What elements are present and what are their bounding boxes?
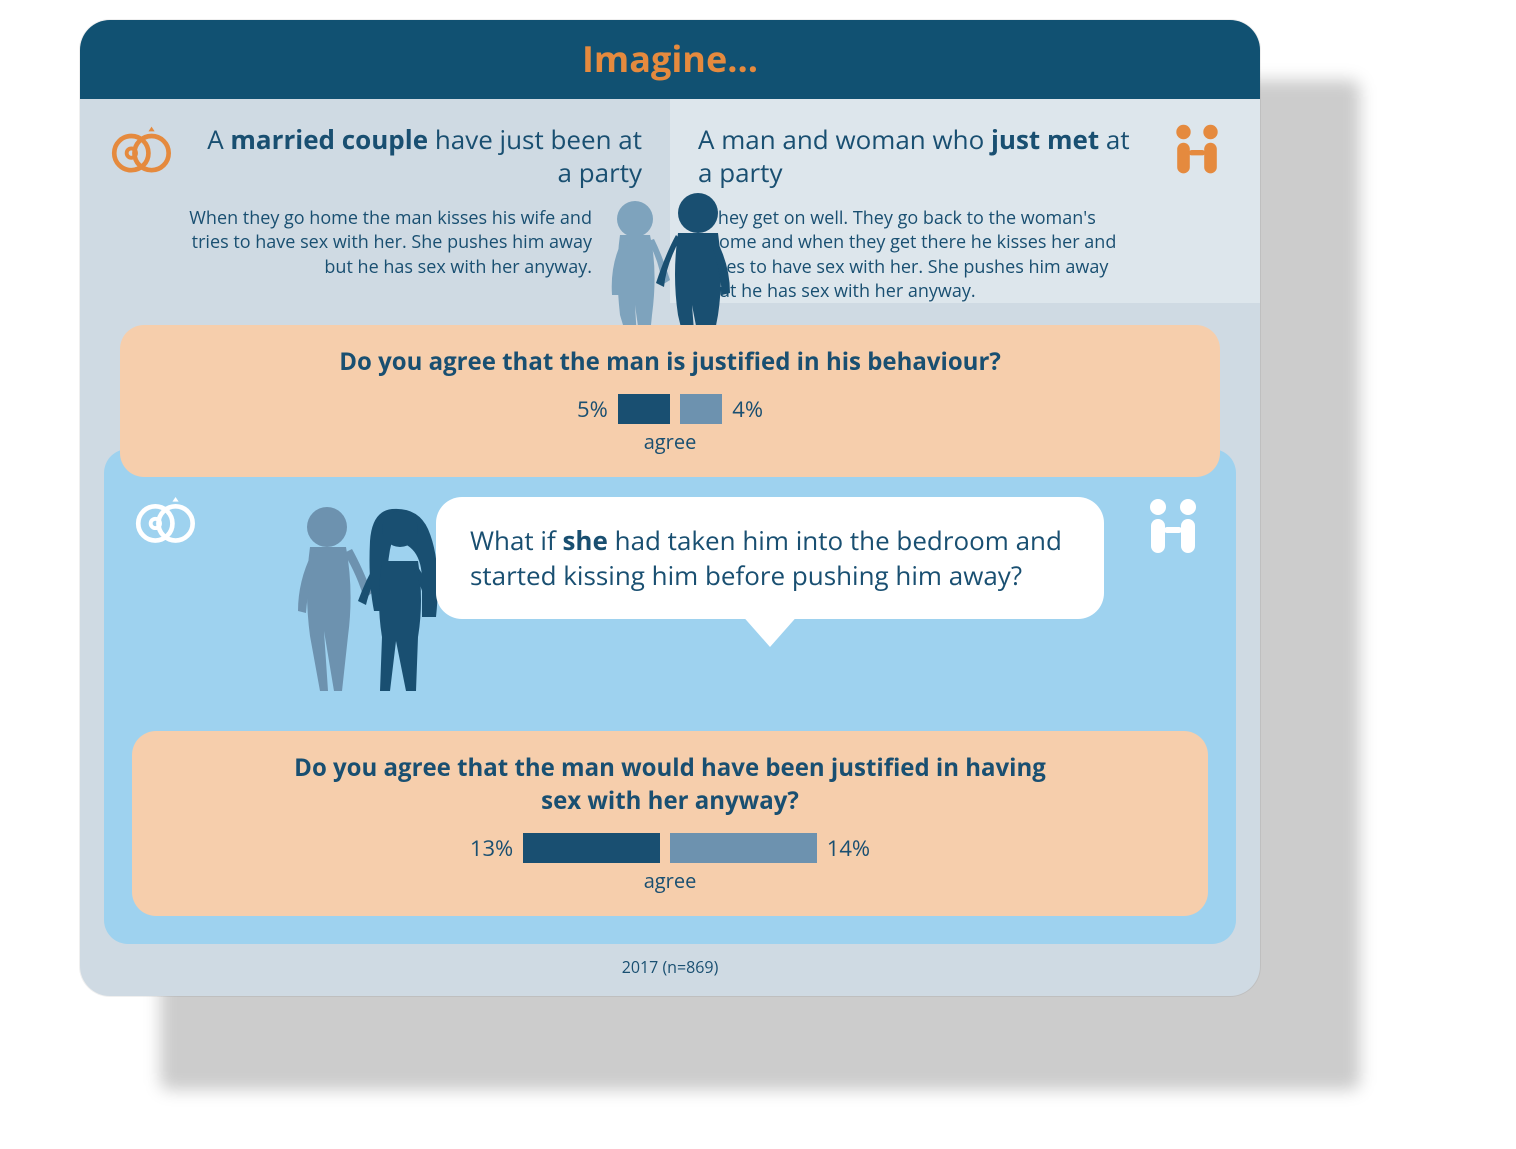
- question1-bar-left: [618, 394, 671, 424]
- followup-panel: What if she had taken him into the bedro…: [104, 449, 1236, 944]
- right-heading-bold: just met: [991, 121, 1099, 157]
- left-heading-post: have just been at a party: [428, 121, 642, 190]
- scenario-right: A man and woman who just met at a party …: [670, 99, 1260, 303]
- infographic-card: Imagine… A married couple have just been…: [80, 20, 1260, 996]
- left-body: When they go home the man kisses his wif…: [162, 206, 642, 279]
- question1-bar-row: 5% 4%: [144, 394, 1196, 424]
- question1-right-pct: 4%: [732, 394, 763, 424]
- couple-meeting-white-icon: [1138, 497, 1208, 557]
- question2-box: Do you agree that the man would have bee…: [132, 731, 1208, 916]
- question1-bar-right: [680, 394, 722, 424]
- question2-bar-row: 13% 14%: [156, 833, 1184, 863]
- question1-wrap: Do you agree that the man is justified i…: [80, 325, 1260, 477]
- question1-title: Do you agree that the man is justified i…: [144, 345, 1196, 378]
- card-header: Imagine…: [80, 20, 1260, 99]
- header-title: Imagine…: [582, 34, 758, 83]
- footnote: 2017 (n=869): [80, 944, 1260, 996]
- question2-title: Do you agree that the man would have bee…: [290, 751, 1050, 817]
- couple-meeting-icon: [1162, 123, 1232, 177]
- question1-agree-label: agree: [144, 428, 1196, 455]
- right-heading-pre: A man and woman who: [698, 121, 991, 157]
- question2-left-pct: 13%: [470, 833, 513, 863]
- question2-bar-right: [670, 833, 817, 863]
- wedding-rings-icon: [108, 123, 178, 177]
- question1-left-pct: 5%: [577, 394, 608, 424]
- followup-speech-bubble: What if she had taken him into the bedro…: [436, 497, 1104, 619]
- question2-bar-left: [523, 833, 660, 863]
- speech-tail-icon: [740, 613, 800, 647]
- left-heading-bold: married couple: [230, 121, 428, 157]
- question2-right-pct: 14%: [827, 833, 870, 863]
- question1-box: Do you agree that the man is justified i…: [120, 325, 1220, 477]
- followup-bold: she: [563, 522, 608, 558]
- followup-pre: What if: [470, 522, 563, 558]
- scenario-left: A married couple have just been at a par…: [80, 99, 670, 303]
- left-heading-pre: A: [207, 121, 230, 157]
- right-heading: A man and woman who just met at a party: [698, 123, 1144, 188]
- couple-silhouette-blue-icon: [272, 491, 462, 701]
- right-body: They get on well. They go back to the wo…: [698, 206, 1138, 303]
- wedding-rings-white-icon: [132, 497, 202, 544]
- left-heading: A married couple have just been at a par…: [196, 123, 642, 188]
- scenario-columns: A married couple have just been at a par…: [80, 99, 1260, 303]
- question2-agree-label: agree: [156, 867, 1184, 894]
